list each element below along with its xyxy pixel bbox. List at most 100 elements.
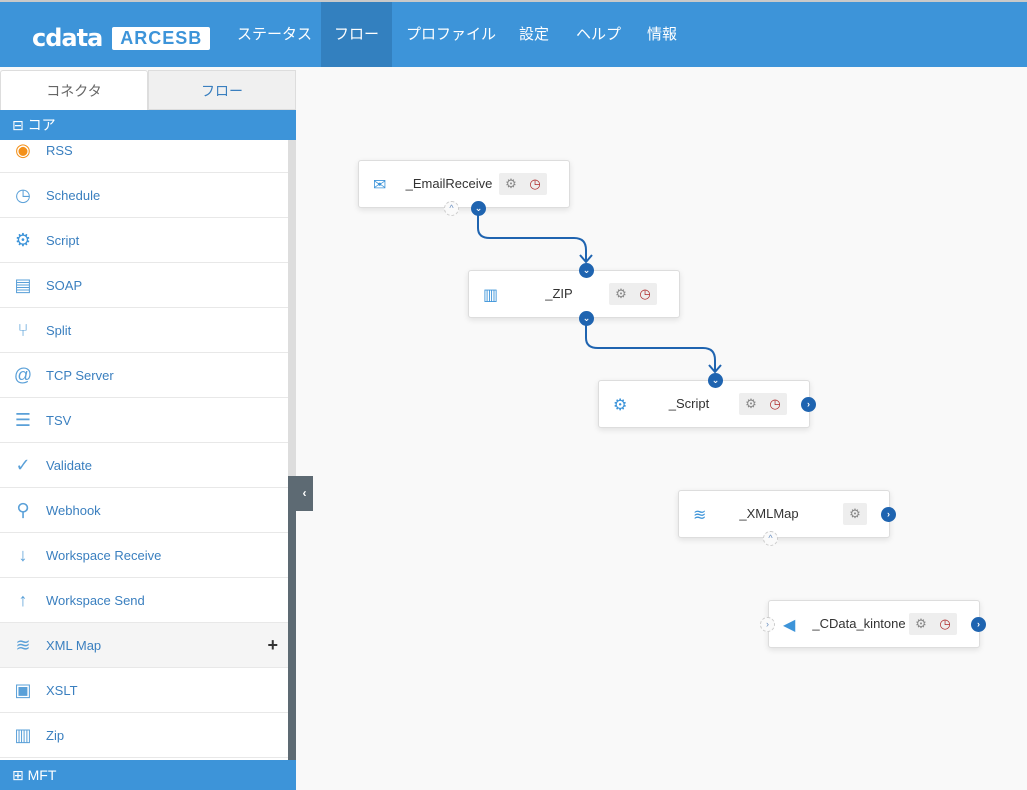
flow-node[interactable]: ≋ _XMLMap ⚙ <box>678 490 890 538</box>
logo[interactable]: cdata ARCESB <box>32 24 211 52</box>
expand-section-icon: ⊞ <box>12 767 24 783</box>
scrollbar-track[interactable] <box>288 140 296 476</box>
connector-item-tcp-server[interactable]: @ TCP Server <box>0 353 288 398</box>
output-port[interactable]: › <box>801 397 816 412</box>
output-port[interactable]: › <box>881 507 896 522</box>
connector-label: SOAP <box>46 277 83 293</box>
connector-item-rss[interactable]: ◉ RSS <box>0 140 288 173</box>
connection-zip-script <box>585 324 716 372</box>
connector-label: Workspace Receive <box>46 547 162 563</box>
nav-help[interactable]: ヘルプ <box>576 26 622 43</box>
connector-label: RSS <box>46 142 73 158</box>
add-connector-button[interactable]: + <box>267 634 278 655</box>
tab-connectors[interactable]: コネクタ <box>0 70 148 110</box>
validate-icon: ✓ <box>15 454 31 475</box>
nav-profile[interactable]: プロファイル <box>406 26 497 43</box>
schedule-clock-icon[interactable]: ◷ <box>939 616 951 631</box>
connector-item-webhook[interactable]: ⚲ Webhook <box>0 488 288 533</box>
schedule-clock-icon[interactable]: ◷ <box>529 176 541 191</box>
output-port[interactable]: › <box>971 617 986 632</box>
collapse-sidebar-button[interactable]: ‹ <box>296 476 313 511</box>
node-actions: ⚙ ◷ <box>739 393 787 415</box>
flow-node[interactable]: ◀ _CData_kintone ⚙ ◷ <box>768 600 980 648</box>
flow-node[interactable]: ⚙ _Script ⚙ ◷ <box>598 380 810 428</box>
xmlmap-icon: ≋ <box>15 634 31 655</box>
settings-gear-icon[interactable]: ⚙ <box>849 506 861 521</box>
connector-item-script[interactable]: ⚙ Script <box>0 218 288 263</box>
schedule-clock-icon[interactable]: ◷ <box>639 286 651 301</box>
nav-flow[interactable]: フロー <box>321 2 392 67</box>
node-name: _CData_kintone <box>812 616 906 631</box>
workspace-send-icon: ↑ <box>18 589 28 610</box>
input-port-empty[interactable]: ^ <box>444 201 459 216</box>
input-port-empty[interactable]: › <box>760 617 775 632</box>
connector-label: Split <box>46 322 72 338</box>
connector-item-zip[interactable]: ▥ Zip <box>0 713 288 758</box>
connector-item-schedule[interactable]: ◷ Schedule <box>0 173 288 218</box>
node-name: _Script <box>668 396 710 411</box>
connector-label: TSV <box>46 412 72 428</box>
connector-label: XML Map <box>46 637 102 653</box>
nav-settings[interactable]: 設定 <box>519 26 550 43</box>
connector-label: Validate <box>46 457 93 473</box>
logo-brand: cdata <box>32 24 103 52</box>
connector-item-workspace-receive[interactable]: ↓ Workspace Receive <box>0 533 288 578</box>
connector-item-split[interactable]: ⑂ Split <box>0 308 288 353</box>
sidebar-tabs: コネクタ フロー <box>0 70 296 110</box>
connection-email-zip <box>477 214 587 262</box>
node-name: _XMLMap <box>739 506 799 521</box>
flow-node[interactable]: ▥ _ZIP ⚙ ◷ <box>468 270 680 318</box>
soap-icon: ▤ <box>14 274 32 295</box>
connector-item-validate[interactable]: ✓ Validate <box>0 443 288 488</box>
tab-flows[interactable]: フロー <box>148 70 296 110</box>
top-nav-bar: cdata ARCESB ステータス フロー プロファイル 設定 ヘルプ 情報 <box>0 0 1027 67</box>
connector-label: XSLT <box>46 682 78 698</box>
collapse-section-icon: ⊟ <box>12 117 24 133</box>
input-port[interactable]: ⌄ <box>708 373 723 388</box>
connector-item-xslt[interactable]: ▣ XSLT <box>0 668 288 713</box>
section-core-header[interactable]: ⊟ コア <box>0 110 296 140</box>
settings-gear-icon[interactable]: ⚙ <box>615 286 627 301</box>
input-port-empty[interactable]: ^ <box>763 531 778 546</box>
node-actions: ⚙ ◷ <box>499 173 547 195</box>
section-core-label: コア <box>27 117 56 133</box>
connector-item-xml-map[interactable]: ≋ XML Map + <box>0 623 288 668</box>
node-actions: ⚙ ◷ <box>609 283 657 305</box>
schedule-clock-icon[interactable]: ◷ <box>769 396 781 411</box>
connector-label: Zip <box>46 727 65 743</box>
scrollbar-thumb[interactable] <box>288 476 296 760</box>
node-actions: ⚙ <box>843 503 867 525</box>
connector-label: TCP Server <box>46 367 114 383</box>
connector-item-soap[interactable]: ▤ SOAP <box>0 263 288 308</box>
settings-gear-icon[interactable]: ⚙ <box>505 176 517 191</box>
connector-list: ◉ RSS ◷ Schedule ⚙ Script ▤ SOAP ⑂ Split @ TCP Serv… <box>0 140 288 760</box>
output-port[interactable]: ⌄ <box>471 201 486 216</box>
webhook-icon: ⚲ <box>16 499 30 520</box>
connector-label: Schedule <box>46 187 101 203</box>
split-icon: ⑂ <box>17 319 29 340</box>
script-icon: ⚙ <box>613 397 628 414</box>
envelope-icon: ✉ <box>373 177 387 194</box>
tsv-icon: ☰ <box>14 409 32 430</box>
connector-item-workspace-send[interactable]: ↑ Workspace Send <box>0 578 288 623</box>
logo-product: ARCESB <box>112 26 211 50</box>
nav-info[interactable]: 情報 <box>647 26 678 43</box>
settings-gear-icon[interactable]: ⚙ <box>745 396 757 411</box>
node-actions: ⚙ ◷ <box>909 613 957 635</box>
node-name: _EmailReceive <box>405 176 493 191</box>
settings-gear-icon[interactable]: ⚙ <box>915 616 927 631</box>
workspace-receive-icon: ↓ <box>18 544 28 565</box>
zip-icon: ▥ <box>14 724 32 745</box>
xslt-icon: ▣ <box>14 679 32 700</box>
connector-item-tsv[interactable]: ☰ TSV <box>0 398 288 443</box>
flow-node[interactable]: ✉ _EmailReceive ⚙ ◷ <box>358 160 570 208</box>
connection-arrow <box>579 254 593 264</box>
tcp-icon: @ <box>13 364 33 385</box>
nav-status[interactable]: ステータス <box>237 26 313 43</box>
rss-icon: ◉ <box>15 140 31 160</box>
input-port[interactable]: ⌄ <box>579 263 594 278</box>
zip-icon: ▥ <box>483 287 499 304</box>
output-port[interactable]: ⌄ <box>579 311 594 326</box>
node-name: _ZIP <box>545 286 573 301</box>
